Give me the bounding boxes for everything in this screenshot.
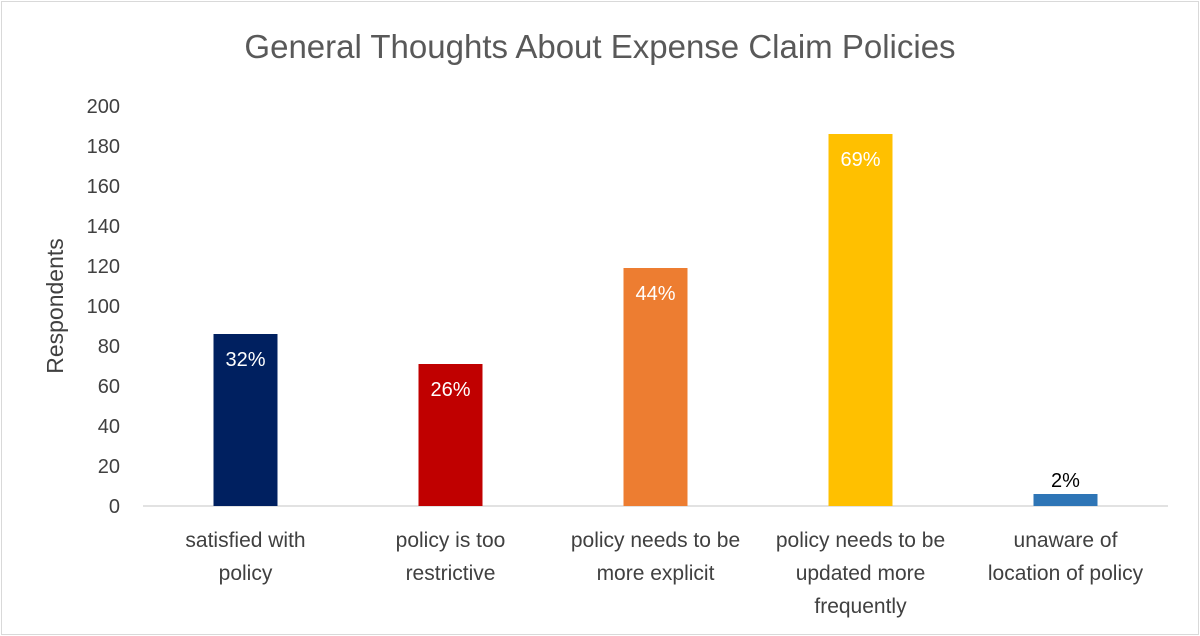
y-tick-label: 60 (98, 376, 120, 398)
category-label: updated more (796, 562, 926, 585)
data-label: 2% (1051, 470, 1080, 492)
bar (418, 364, 483, 506)
y-axis-ticks: 0 20 40 60 80 100 120 140 160 180 200 (87, 96, 120, 518)
category-label: policy (219, 562, 273, 585)
bar (1033, 494, 1098, 506)
y-tick-label: 200 (87, 96, 120, 118)
data-label: 69% (840, 149, 880, 171)
data-label: 32% (225, 349, 265, 371)
category-label: frequently (814, 595, 907, 618)
bar (213, 334, 278, 506)
y-tick-label: 20 (98, 456, 120, 478)
y-axis-label: Respondents (42, 238, 68, 374)
y-tick-label: 80 (98, 336, 120, 358)
category-label: restrictive (406, 562, 496, 585)
category-labels-group: satisfied with policy policy is too restric… (185, 529, 1143, 618)
y-tick-label: 160 (87, 176, 120, 198)
data-label: 26% (430, 379, 470, 401)
data-labels-group: 32% 26% 44% 69% 2% (225, 149, 1080, 492)
category-label: policy needs to be (571, 529, 740, 552)
y-tick-label: 0 (109, 496, 120, 518)
data-label: 44% (635, 283, 675, 305)
bar (623, 268, 688, 506)
chart-title: General Thoughts About Expense Claim Pol… (244, 28, 955, 65)
category-label: policy is too (396, 529, 506, 552)
y-tick-label: 40 (98, 416, 120, 438)
y-tick-label: 120 (87, 256, 120, 278)
category-label: more explicit (597, 562, 715, 585)
bars-group (213, 134, 1098, 506)
y-tick-label: 180 (87, 136, 120, 158)
category-label: unaware of (1014, 529, 1118, 552)
category-label: location of policy (988, 562, 1144, 585)
y-tick-label: 100 (87, 296, 120, 318)
category-label: policy needs to be (776, 529, 945, 552)
bar (828, 134, 893, 506)
category-label: satisfied with (185, 529, 305, 552)
y-tick-label: 140 (87, 216, 120, 238)
